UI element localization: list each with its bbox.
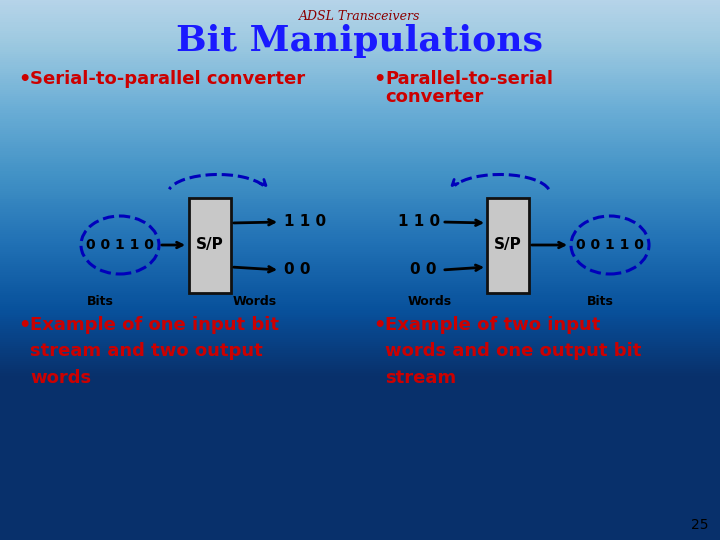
Text: Example of one input bit
stream and two output
words: Example of one input bit stream and two … [30,316,279,387]
Text: Serial-to-parallel converter: Serial-to-parallel converter [30,70,305,88]
Text: 0 0: 0 0 [410,262,436,278]
Text: 1 1 0: 1 1 0 [284,214,326,230]
Text: 0 0 1 1 0: 0 0 1 1 0 [576,238,644,252]
Text: Bit Manipulations: Bit Manipulations [176,24,544,58]
Text: Bits: Bits [86,295,114,308]
Text: S/P: S/P [196,238,224,253]
Text: S/P: S/P [494,238,522,253]
Text: •: • [18,316,30,335]
Bar [189,198,231,293]
Text: 25: 25 [690,518,708,532]
Text: converter: converter [385,88,483,106]
Text: •: • [18,70,30,89]
Text: Words: Words [233,295,277,308]
Text: Bits: Bits [587,295,613,308]
Text: 1 1 0: 1 1 0 [398,214,440,230]
Text: •: • [373,316,385,335]
Text: •: • [373,70,385,89]
Text: 0 0: 0 0 [284,262,310,278]
Text: Words: Words [408,295,452,308]
Bar [487,198,529,293]
Text: 0 0 1 1 0: 0 0 1 1 0 [86,238,154,252]
Text: ADSL Transceivers: ADSL Transceivers [300,10,420,23]
Text: Example of two input
words and one output bit
stream: Example of two input words and one outpu… [385,316,642,387]
Text: Parallel-to-serial: Parallel-to-serial [385,70,553,88]
